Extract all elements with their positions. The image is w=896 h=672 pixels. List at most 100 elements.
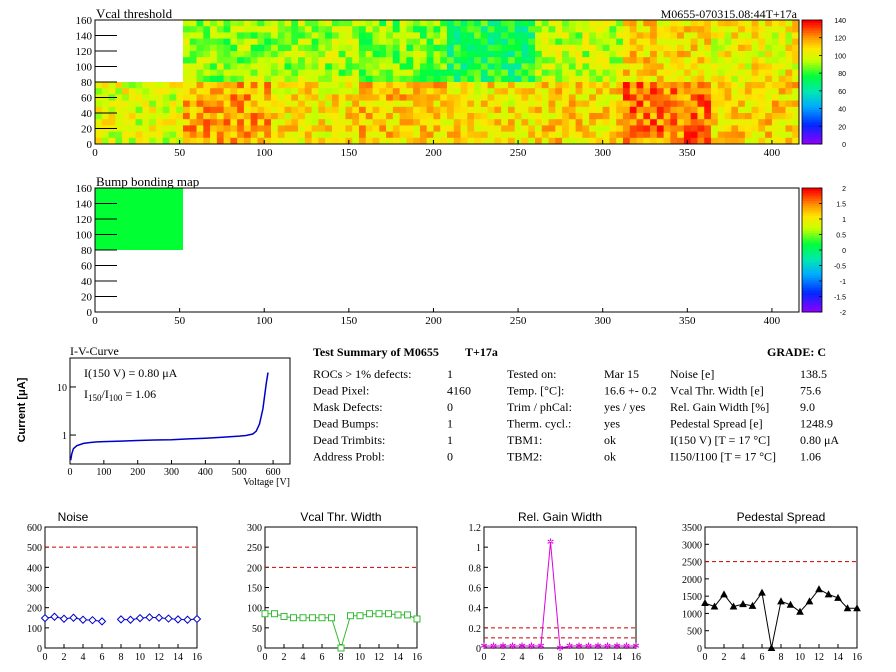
- heatmap-cell: [758, 82, 766, 89]
- heatmap-cell: [372, 94, 380, 101]
- heatmap-cell: [778, 119, 786, 126]
- heatmap-cell: [514, 119, 522, 126]
- heatmap-cell: [304, 131, 313, 139]
- heatmap-cell: [711, 94, 719, 101]
- heatmap-cell: [785, 131, 793, 139]
- heatmap-cell: [426, 75, 434, 83]
- heatmap-cell: [751, 94, 759, 101]
- heatmap-cell: [284, 113, 292, 120]
- roc-data-point: ✲: [528, 641, 536, 651]
- heatmap-cell: [386, 63, 394, 70]
- summary-value: 1: [447, 433, 453, 447]
- heatmap-cell: [792, 20, 800, 27]
- heatmap-cell: [582, 119, 590, 126]
- colorbar-segment: [802, 297, 822, 301]
- colorbar-segment: [802, 230, 822, 234]
- heatmap-cell: [778, 94, 786, 101]
- heatmap-cell: [575, 125, 583, 132]
- heatmap-cell: [602, 106, 610, 114]
- heatmap-cell: [690, 32, 698, 39]
- heatmap-cell: [480, 57, 489, 64]
- heatmap-cell: [792, 69, 800, 77]
- iv-curve-panel: I-V-Curve Current [μA] Voltage [V] I(150…: [16, 344, 291, 488]
- heatmap-cell: [372, 82, 380, 89]
- heatmap-cell: [453, 100, 461, 108]
- heatmap-cell: [325, 125, 333, 132]
- heatmap-cell: [683, 38, 692, 46]
- heatmap-cell: [717, 32, 725, 39]
- heatmap-cell: [751, 113, 759, 120]
- heatmap-cell: [528, 106, 536, 114]
- heatmap-cell: [474, 44, 482, 52]
- heatmap-cell: [738, 131, 746, 139]
- heatmap-cell: [447, 88, 455, 95]
- heatmap-cell: [203, 26, 211, 33]
- heatmap-cell: [210, 88, 218, 95]
- colorbar-segment: [802, 126, 822, 130]
- heatmap-cell: [183, 51, 191, 58]
- heatmap-cell: [183, 26, 191, 33]
- roc-x-tick-label: 16: [631, 652, 641, 663]
- roc-data-point: [375, 610, 383, 618]
- heatmap-cell: [203, 32, 211, 39]
- roc-data-point: [154, 613, 164, 622]
- heatmap-cell: [318, 26, 326, 33]
- roc-y-tick-label: 100: [247, 604, 262, 615]
- heatmap-cell: [277, 57, 285, 64]
- heatmap-cell: [318, 94, 326, 101]
- heatmap-cell: [223, 131, 231, 139]
- heatmap-cell: [575, 57, 583, 64]
- heatmap-cell: [101, 119, 109, 126]
- heatmap-cell: [724, 32, 732, 39]
- iv-x-tick-label: 200: [130, 467, 145, 478]
- heatmap-cell: [528, 26, 536, 33]
- heatmap-cell: [264, 51, 272, 58]
- heatmap-cell: [487, 44, 495, 52]
- heatmap-cell: [480, 69, 489, 77]
- heatmap-cell: [758, 106, 766, 114]
- heatmap-cell: [724, 131, 732, 139]
- heatmap-cell: [744, 69, 753, 77]
- heatmap-cell: [189, 57, 197, 64]
- roc-data-point: [815, 585, 823, 593]
- heatmap-cell: [413, 113, 421, 120]
- roc-y-tick-label: 0: [476, 644, 481, 655]
- heatmap-cell: [521, 88, 529, 95]
- heatmap-cell: [629, 75, 637, 83]
- heatmap-cell: [392, 106, 401, 114]
- heatmap-cell: [386, 131, 394, 139]
- heatmap-cell: [196, 20, 204, 27]
- heatmap-cell: [609, 51, 617, 58]
- heatmap-cell: [291, 57, 299, 64]
- heatmap-cell: [433, 44, 441, 52]
- heatmap-cell: [223, 51, 231, 58]
- heatmap-cell: [135, 106, 143, 114]
- heatmap-cell: [616, 69, 624, 77]
- roc-y-tick-label: 250: [247, 543, 262, 554]
- roc-data-point: [777, 597, 785, 605]
- heatmap-cell: [101, 106, 109, 114]
- iv-x-tick-label: 0: [68, 467, 73, 478]
- heatmap-cell: [345, 125, 353, 132]
- heatmap-cell: [629, 20, 637, 27]
- heatmap-cell: [474, 125, 482, 132]
- heatmap-cell: [440, 94, 448, 101]
- heatmap-cell: [250, 131, 258, 139]
- heatmap-cell: [744, 100, 753, 108]
- heatmap-cell: [108, 131, 116, 139]
- heatmap-cell: [467, 88, 475, 95]
- heatmap-cell: [650, 26, 658, 33]
- heatmap-cell: [623, 125, 631, 132]
- heatmap-cell: [480, 20, 489, 27]
- heatmap-cell: [453, 125, 461, 132]
- heatmap-cell: [656, 26, 665, 33]
- heatmap-cell: [487, 26, 495, 33]
- heatmap-cell: [447, 69, 455, 77]
- heatmap-cell: [271, 82, 279, 89]
- colorbar-segment: [802, 202, 822, 206]
- heatmap-cell: [751, 82, 759, 89]
- heatmap-cell: [697, 38, 705, 46]
- y-tick-label: 40: [81, 108, 93, 120]
- heatmap-cell: [792, 38, 800, 46]
